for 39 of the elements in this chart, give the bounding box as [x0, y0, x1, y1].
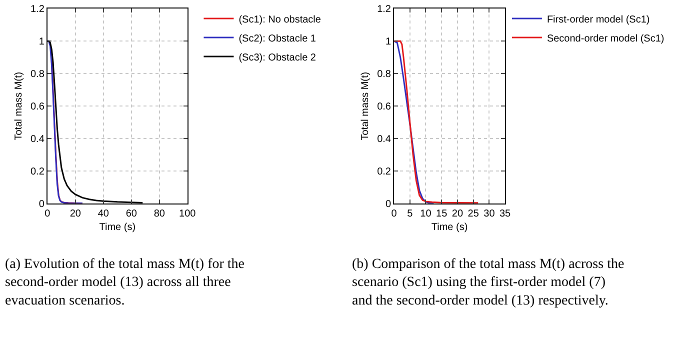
x-tick-label: 15 — [436, 208, 448, 220]
line-series — [47, 40, 84, 204]
y-tick-label: 0.2 — [30, 166, 45, 178]
y-tick-label: 0.8 — [377, 69, 392, 80]
y-tick-label: 0.6 — [377, 102, 392, 113]
y-tick-label: 1 — [38, 36, 45, 48]
x-tick-label: 60 — [126, 208, 138, 220]
x-tick-label: 30 — [484, 208, 496, 220]
legend-label: (Sc2): Obstacle 1 — [238, 33, 316, 44]
text: (a) Evolution of the total mass M(t) for the second-order model (13) across all three evacuation scenarios. — [5, 257, 244, 308]
y-axis-title: Total mass M(t) — [360, 72, 372, 140]
y-tick-label: 0.6 — [30, 102, 45, 113]
x-tick-label: 40 — [98, 208, 110, 220]
y-tick-label: 0 — [385, 198, 392, 210]
y-tick-label: 0 — [38, 198, 45, 210]
x-tick-label: 100 — [179, 208, 196, 220]
y-tick-label: 0.4 — [30, 134, 45, 145]
x-tick-label: 25 — [468, 208, 480, 220]
y-tick-label: 1 — [385, 36, 392, 48]
y-tick-label: 0.8 — [30, 69, 45, 80]
x-tick-label: 5 — [407, 208, 414, 220]
legend-label: (Sc3): Obstacle 2 — [238, 52, 316, 64]
legend-label: First-order model (Sc1) — [546, 14, 650, 26]
legend-label: Second-order model (Sc1) — [546, 33, 664, 44]
x-tick-label: 20 — [70, 208, 82, 220]
text: (b) Comparison of the total mass M(t) across the scenario (Sc1) using the first-order model (7) and the second-order model (13) respectively. — [352, 257, 624, 308]
x-tick-label: 10 — [420, 208, 432, 220]
x-axis-title: Time (s) — [99, 222, 136, 233]
x-tick-label: 35 — [500, 208, 512, 220]
y-tick-label: 0.4 — [377, 134, 392, 145]
x-tick-label: 80 — [154, 208, 166, 220]
x-axis-title: Time (s) — [431, 222, 468, 233]
legend-label: (Sc1): No obstacle — [238, 14, 322, 26]
y-tick-label: 1.2 — [30, 4, 45, 16]
line-series — [394, 40, 479, 204]
y-tick-label: 1.2 — [377, 4, 392, 16]
y-axis-title: Total mass M(t) — [14, 72, 25, 140]
y-tick-label: 0.2 — [377, 166, 392, 178]
x-tick-label: 20 — [452, 208, 464, 220]
